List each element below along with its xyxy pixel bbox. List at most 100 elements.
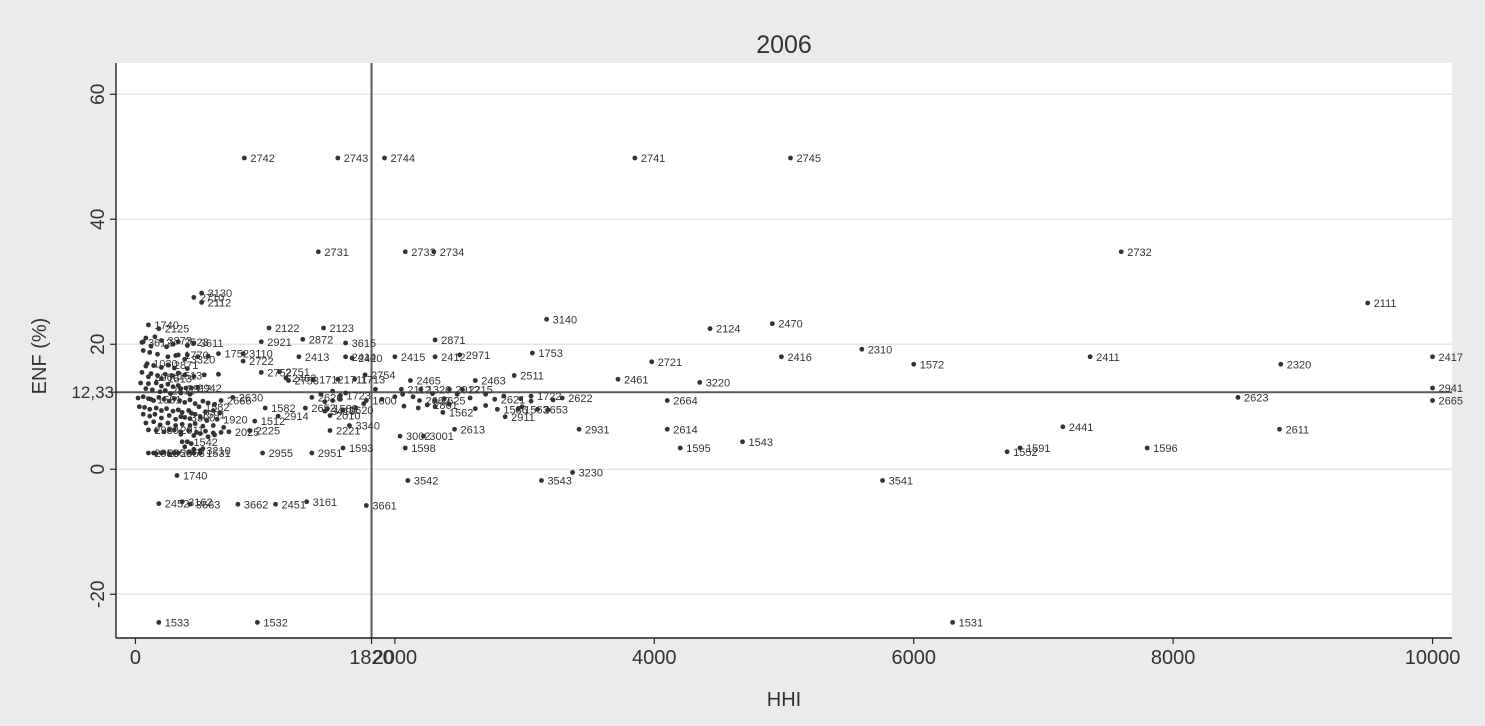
data-point <box>262 405 268 411</box>
data-point <box>188 385 194 391</box>
data-point <box>218 398 224 403</box>
data-point <box>210 408 216 413</box>
data-point <box>143 420 149 426</box>
data-point <box>182 414 188 420</box>
data-point <box>483 403 489 408</box>
data-point <box>183 385 189 391</box>
data-point <box>373 386 378 392</box>
data-point <box>216 351 221 357</box>
data-point <box>417 398 422 403</box>
data-point <box>677 445 683 451</box>
data-point <box>161 429 167 435</box>
point-label: 3320 <box>191 354 215 366</box>
data-point <box>151 419 157 425</box>
point-label: 3162 <box>188 497 212 509</box>
point-label: 2310 <box>868 344 892 356</box>
data-point <box>275 413 281 419</box>
data-point <box>153 405 159 411</box>
data-point <box>697 379 703 385</box>
data-point <box>139 339 145 345</box>
data-point <box>153 428 159 433</box>
point-label: 2511 <box>520 371 544 383</box>
data-point <box>518 396 524 402</box>
data-point <box>559 395 565 401</box>
data-point <box>155 373 160 378</box>
data-point <box>501 393 507 399</box>
data-point <box>528 398 534 404</box>
data-point <box>146 322 151 328</box>
data-point <box>511 373 517 378</box>
data-point <box>210 423 216 428</box>
point-label: 2470 <box>778 319 802 331</box>
data-point <box>179 499 185 505</box>
data-point <box>519 404 525 410</box>
point-label: 2320 <box>1287 359 1311 371</box>
point-label: 1770 <box>184 350 208 362</box>
point-label: 1320 <box>427 384 451 396</box>
point-label: 2741 <box>641 153 665 165</box>
data-point <box>216 371 221 377</box>
point-label: 2123 <box>330 323 354 335</box>
data-point <box>515 406 521 412</box>
data-point <box>164 344 169 350</box>
point-label: 1513 <box>178 371 202 383</box>
data-point <box>349 355 355 361</box>
point-label: 2953 <box>180 448 204 460</box>
data-point <box>432 337 438 343</box>
data-point <box>188 441 194 447</box>
data-point <box>362 372 368 378</box>
data-point <box>197 431 203 437</box>
data-point <box>182 399 188 405</box>
x-tick-label: 10000 <box>1405 647 1461 669</box>
point-label: 2122 <box>275 323 299 335</box>
data-point <box>161 396 167 402</box>
data-point <box>196 404 202 410</box>
data-point <box>148 343 154 349</box>
point-label: 3541 <box>889 476 913 488</box>
point-label: 2010 <box>336 411 360 423</box>
data-point <box>144 361 150 367</box>
point-label: 3612 <box>148 337 172 349</box>
point-label: 3542 <box>414 476 438 488</box>
data-point <box>408 378 413 383</box>
data-point <box>149 387 155 393</box>
data-point <box>191 433 197 438</box>
y-tick-label: 20 <box>88 334 109 355</box>
data-point <box>147 413 153 419</box>
point-label: 1543 <box>748 437 772 449</box>
data-point <box>221 424 227 430</box>
point-label: 3140 <box>553 314 577 326</box>
data-point <box>1087 354 1093 360</box>
data-point <box>138 380 144 386</box>
point-label: 3130 <box>208 288 232 300</box>
data-point <box>195 384 201 390</box>
point-label: 1593 <box>349 443 373 455</box>
data-point <box>352 376 358 382</box>
point-label: 2664 <box>673 396 697 408</box>
point-label: 2420 <box>358 353 382 365</box>
data-point <box>392 394 398 400</box>
point-label: 2871 <box>174 360 198 372</box>
data-point <box>472 406 478 412</box>
data-point <box>402 445 408 451</box>
reference-lines <box>116 63 1452 638</box>
data-point <box>431 249 437 255</box>
data-point <box>788 155 793 161</box>
data-point <box>158 408 164 413</box>
data-point <box>327 428 333 433</box>
point-label: 2462 <box>292 373 316 385</box>
data-point <box>179 409 185 415</box>
point-label: 2441 <box>1069 422 1093 434</box>
data-point <box>146 381 151 387</box>
data-point <box>205 434 211 440</box>
point-label: 1531 <box>206 448 230 460</box>
data-point <box>173 423 179 428</box>
data-point <box>158 338 164 343</box>
data-point <box>162 388 168 393</box>
data-point <box>327 413 333 418</box>
point-label: 1513 <box>167 374 191 386</box>
point-label: 2912 <box>455 384 479 396</box>
point-label: 2942 <box>197 383 221 395</box>
point-label: 2731 <box>324 247 348 259</box>
